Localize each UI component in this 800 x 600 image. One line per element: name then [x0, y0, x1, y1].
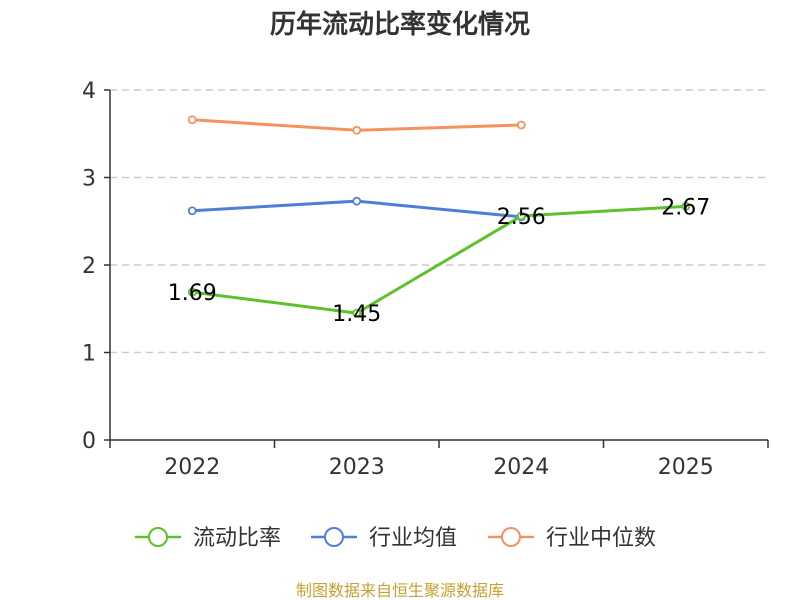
x-tick-label: 2023 — [329, 455, 385, 480]
data-point — [352, 125, 362, 135]
legend-label: 行业均值 — [369, 526, 457, 551]
data-point — [681, 201, 691, 211]
source-note: 制图数据来自恒生聚源数据库 — [296, 581, 504, 600]
y-tick-label: 0 — [82, 429, 96, 454]
data-point — [516, 120, 526, 130]
series-line-0 — [192, 204, 686, 315]
y-tick-label: 4 — [82, 79, 96, 104]
y-tick-label: 3 — [82, 167, 96, 192]
axes: 0 1 2 3 4 2022 2023 2024 2025 — [82, 79, 769, 480]
x-tick-label: 2024 — [493, 455, 549, 480]
data-point — [187, 206, 197, 216]
data-labels: 1.69 1.45 2.56 2.67 — [168, 195, 710, 327]
data-label: 2.56 — [497, 205, 546, 230]
x-tick-label: 2025 — [658, 455, 714, 480]
legend-marker — [501, 527, 521, 547]
legend-marker — [324, 527, 344, 547]
legend: 流动比率 行业均值 行业中位数 — [135, 526, 656, 551]
data-point — [187, 287, 197, 297]
data-point — [352, 196, 362, 206]
x-tick-label: 2022 — [164, 455, 220, 480]
data-label: 1.45 — [332, 302, 381, 327]
y-tick-label: 2 — [82, 254, 96, 279]
data-point — [352, 308, 362, 318]
data-point — [187, 115, 197, 125]
data-label: 1.69 — [168, 281, 217, 306]
y-tick-label: 1 — [82, 342, 96, 367]
chart-title: 历年流动比率变化情况 — [270, 9, 530, 40]
legend-label: 行业中位数 — [546, 526, 656, 551]
legend-marker — [148, 527, 168, 547]
grid-lines — [110, 89, 768, 354]
data-point — [516, 211, 526, 221]
data-label: 2.67 — [661, 195, 710, 220]
legend-label: 流动比率 — [193, 526, 281, 551]
series-lines — [187, 115, 691, 318]
